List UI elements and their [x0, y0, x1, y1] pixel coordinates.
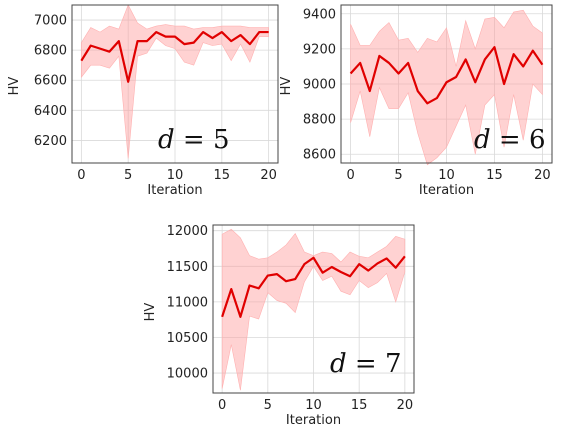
- y-tick-label: 12000: [167, 224, 208, 239]
- variability-band: [81, 4, 269, 159]
- y-tick-label: 11500: [167, 260, 208, 275]
- x-tick-label: 15: [486, 168, 503, 183]
- x-axis-label: Iteration: [419, 183, 474, 198]
- series-line: [349, 46, 544, 105]
- y-axis-label: HV: [143, 303, 158, 322]
- y-tick-label: 6200: [34, 134, 67, 149]
- x-tick-label: 15: [214, 168, 231, 183]
- x-tick-label: 15: [351, 398, 368, 413]
- x-tick-label: 20: [534, 168, 551, 183]
- y-tick-label: 6600: [34, 74, 67, 89]
- y-tick-label: 11000: [167, 295, 208, 310]
- y-tick-label: 8800: [303, 113, 336, 128]
- y-axis-label: HV: [279, 77, 294, 96]
- y-tick-label: 9200: [303, 42, 336, 57]
- series-line: [80, 30, 269, 83]
- x-tick-label: 5: [394, 168, 402, 183]
- x-axis-label: Iteration: [147, 183, 202, 198]
- plot-frame: [340, 4, 553, 164]
- y-tick-label: 7000: [34, 14, 67, 29]
- plot-frame: [212, 224, 415, 394]
- x-tick-label: 0: [218, 398, 226, 413]
- x-tick-label: 10: [305, 398, 322, 413]
- y-tick-label: 10000: [167, 367, 208, 382]
- plot-frame: [71, 4, 279, 164]
- y-tick-label: 9400: [303, 7, 336, 22]
- y-tick-label: 8600: [303, 148, 336, 163]
- y-axis-label: HV: [7, 77, 22, 96]
- x-tick-label: 0: [346, 168, 354, 183]
- x-tick-label: 20: [260, 168, 277, 183]
- chart-panel-d7: 0 5 10 15 20 10000 10500 11000 11500 12000 Iterati…: [143, 224, 415, 427]
- dimension-annotation: d = 6: [474, 125, 546, 155]
- series-line: [221, 255, 406, 318]
- x-tick-label: 0: [77, 168, 85, 183]
- y-tick-label: 6400: [34, 104, 67, 119]
- chart-panel-d5: 0 5 10 15 20 6200 6400 6600 6800 7000 Iteration HV d…: [7, 4, 279, 198]
- x-tick-label: 20: [397, 398, 414, 413]
- x-tick-label: 5: [124, 168, 132, 183]
- y-tick-label: 10500: [167, 331, 208, 346]
- y-tick-label: 6800: [34, 44, 67, 59]
- x-tick-label: 5: [264, 398, 272, 413]
- chart-panel-d6: 0 5 10 15 20 8600 8800 9000 9200 9400 Iteration HV d…: [279, 4, 553, 198]
- x-tick-label: 10: [167, 168, 184, 183]
- dimension-annotation: d = 5: [158, 125, 230, 155]
- y-tick-label: 9000: [303, 78, 336, 93]
- dimension-annotation: d = 7: [330, 349, 402, 379]
- x-tick-label: 10: [438, 168, 455, 183]
- variability-band: [221, 228, 406, 391]
- x-axis-label: Iteration: [286, 413, 341, 427]
